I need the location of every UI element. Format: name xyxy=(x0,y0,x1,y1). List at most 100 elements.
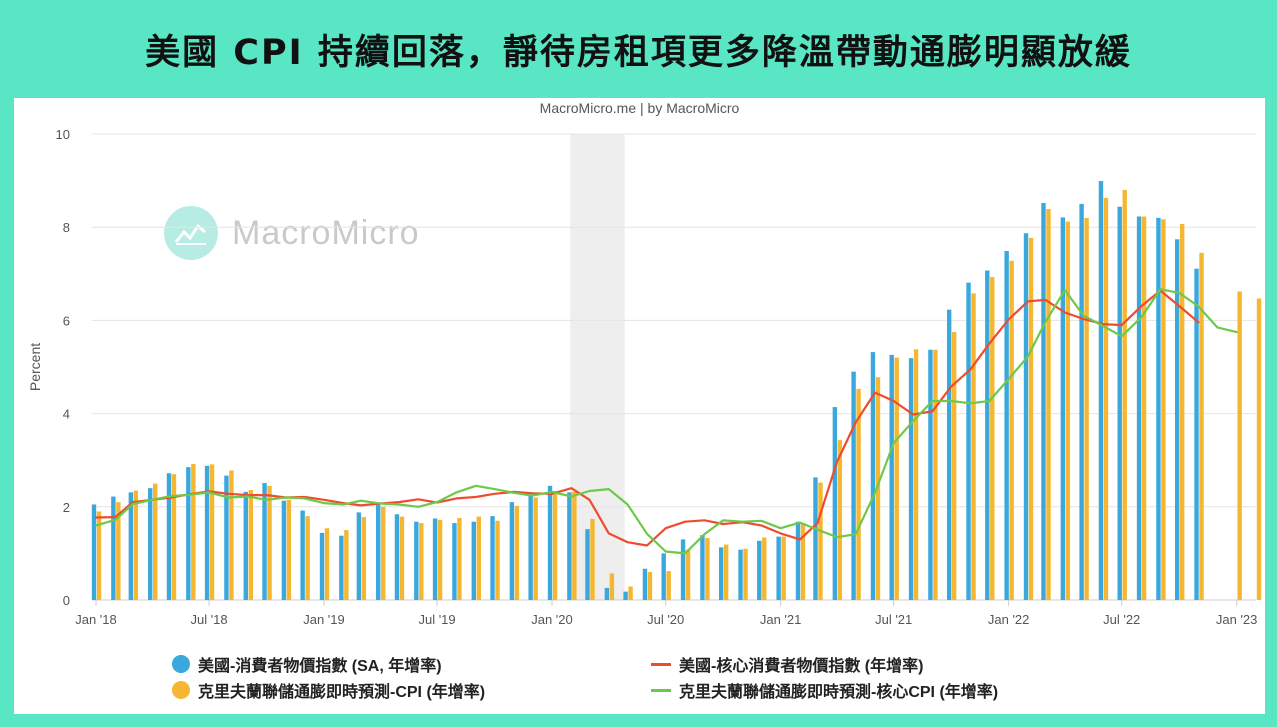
legend-core-cpi-label: 美國-核心消費者物價指數 (年增率) xyxy=(679,658,924,675)
cleveland-cpi-bar xyxy=(837,440,843,600)
y-tick-label: 2 xyxy=(63,500,70,515)
cleveland-cpi-bar xyxy=(514,505,520,600)
y-tick-label: 0 xyxy=(63,593,70,608)
legend-cleveland-cpi-label: 克里夫蘭聯儲通膨即時預測-CPI (年增率) xyxy=(198,684,486,701)
cpi-bar xyxy=(452,523,457,600)
cpi-bar xyxy=(928,349,933,600)
legend-cleveland-cpi-swatch xyxy=(172,681,190,699)
cpi-bar xyxy=(262,483,267,600)
cleveland-cpi-bar xyxy=(1161,219,1166,600)
cleveland-cpi-bar xyxy=(153,483,158,600)
legend-cleveland-core-swatch xyxy=(651,688,671,692)
x-tick-label: Jul '21 xyxy=(875,612,912,627)
cpi-bar xyxy=(414,521,419,600)
cpi-bar xyxy=(661,553,666,600)
cleveland-cpi-bar xyxy=(209,464,215,600)
cpi-bar xyxy=(1098,181,1104,600)
cpi-bar xyxy=(471,521,476,600)
cpi-bar xyxy=(300,510,305,600)
cpi-bar xyxy=(738,549,743,600)
cpi-bar xyxy=(757,540,762,600)
cleveland-cpi-bar xyxy=(229,470,234,600)
cleveland-cpi-bar xyxy=(399,516,405,600)
cleveland-cpi-bar xyxy=(1103,197,1109,600)
cleveland-cpi-bar xyxy=(856,388,861,600)
source-label: MacroMicro.me | by MacroMicro xyxy=(539,100,740,116)
macromicro-logo-icon xyxy=(164,206,218,260)
x-tick-label: Jan '19 xyxy=(303,612,345,627)
cleveland-cpi-bar xyxy=(344,530,349,600)
legend-item-cpi[interactable]: 美國-消費者物價指數 (SA, 年增率) xyxy=(172,652,442,676)
watermark-text: MacroMicro xyxy=(232,213,420,252)
cpi-bar xyxy=(946,309,952,600)
chart-svg: 0 2 4 6 8 10 Percent Jan '18 Jul '18 Jan '19 Jul '… xyxy=(27,127,1262,627)
cpi-bar xyxy=(718,547,724,600)
cleveland-cpi-bar xyxy=(685,549,691,600)
cpi-bar xyxy=(1156,217,1161,600)
cpi-bar xyxy=(1023,233,1029,600)
cleveland-cpi-bar xyxy=(951,332,957,600)
cleveland-core-line xyxy=(94,288,1238,555)
legend-item-cleveland-cpi[interactable]: 克里夫蘭聯儲通膨即時預測-CPI (年增率) xyxy=(172,678,485,702)
cleveland-cpi-bar xyxy=(1028,237,1034,600)
cleveland-cpi-bar xyxy=(762,537,767,600)
cpi-bar xyxy=(204,465,210,600)
cpi-bar xyxy=(376,503,381,600)
cleveland-cpi-bar xyxy=(305,516,310,600)
cpi-bar xyxy=(1136,216,1142,600)
cpi-bar xyxy=(186,467,191,600)
x-tick-label: Jan '21 xyxy=(760,612,802,627)
cleveland-cpi-bar xyxy=(971,293,976,600)
cpi-bar xyxy=(490,516,495,600)
cpi-bar xyxy=(813,477,818,600)
cleveland-cpi-bar xyxy=(1046,209,1051,600)
cpi-bar xyxy=(1041,202,1046,600)
cpi-bar xyxy=(623,591,628,600)
cleveland-cpi-bar xyxy=(800,523,806,600)
cpi-bar xyxy=(339,535,344,600)
legend-cpi-label: 美國-消費者物價指數 (SA, 年增率) xyxy=(198,658,442,675)
cpi-bar xyxy=(1194,268,1199,600)
cleveland-cpi-bar xyxy=(437,519,443,600)
legend-cleveland-core-label: 克里夫蘭聯儲通膨即時預測-核心CPI (年增率) xyxy=(679,684,999,701)
cleveland-cpi-bar xyxy=(894,357,899,600)
cpi-bar xyxy=(604,587,610,600)
recession-band xyxy=(570,134,625,600)
y-tick-label: 4 xyxy=(63,407,70,422)
cpi-bar xyxy=(889,354,894,600)
cleveland-cpi-bar xyxy=(96,511,102,600)
cleveland-cpi-bar xyxy=(875,377,881,600)
cpi-bar xyxy=(1004,250,1009,600)
cpi-bar xyxy=(243,491,248,600)
cpi-bar xyxy=(166,473,172,600)
cleveland-cpi-bar xyxy=(1084,217,1089,600)
legend-item-cleveland-core[interactable]: 克里夫蘭聯儲通膨即時預測-核心CPI (年增率) xyxy=(651,678,998,702)
cleveland-cpi-bar xyxy=(723,544,729,600)
chart-title: 美國 CPI 持續回落，靜待房租項更多降溫帶動通膨明顯放緩 xyxy=(145,32,1132,73)
legend-cpi-swatch xyxy=(172,655,190,673)
cleveland-cpi-bar xyxy=(666,571,671,600)
cleveland-cpi-bar xyxy=(191,463,196,600)
cpi-bar xyxy=(795,521,801,600)
cleveland-cpi-bar xyxy=(361,517,367,600)
cpi-bar xyxy=(111,496,116,600)
cleveland-cpi-bar xyxy=(818,482,823,600)
cleveland-cpi-bar xyxy=(533,497,538,600)
legend: 美國-消費者物價指數 (SA, 年增率) 克里夫蘭聯儲通膨即時預測-CPI (年… xyxy=(14,646,1265,706)
cleveland-cpi-bar xyxy=(705,538,710,600)
cpi-bar xyxy=(319,532,325,600)
cpi-bar xyxy=(908,358,914,600)
cleveland-cpi-bar xyxy=(1199,252,1204,600)
cpi-bar xyxy=(966,282,971,600)
cpi-bar xyxy=(985,270,990,600)
legend-item-core-cpi[interactable]: 美國-核心消費者物價指數 (年增率) xyxy=(651,652,923,676)
watermark: MacroMicro xyxy=(164,206,420,260)
x-tick-label: Jan '20 xyxy=(531,612,573,627)
cleveland-cpi-bar xyxy=(990,277,995,600)
chart-panel: MacroMicro.me | by MacroMicro MacroMicro… xyxy=(14,98,1265,714)
cleveland-cpi-bar xyxy=(133,490,139,600)
cleveland-cpi-bar xyxy=(248,490,253,600)
cpi-bar xyxy=(851,371,856,600)
x-tick-label: Jul '20 xyxy=(647,612,684,627)
x-tick-label: Jan '18 xyxy=(75,612,117,627)
